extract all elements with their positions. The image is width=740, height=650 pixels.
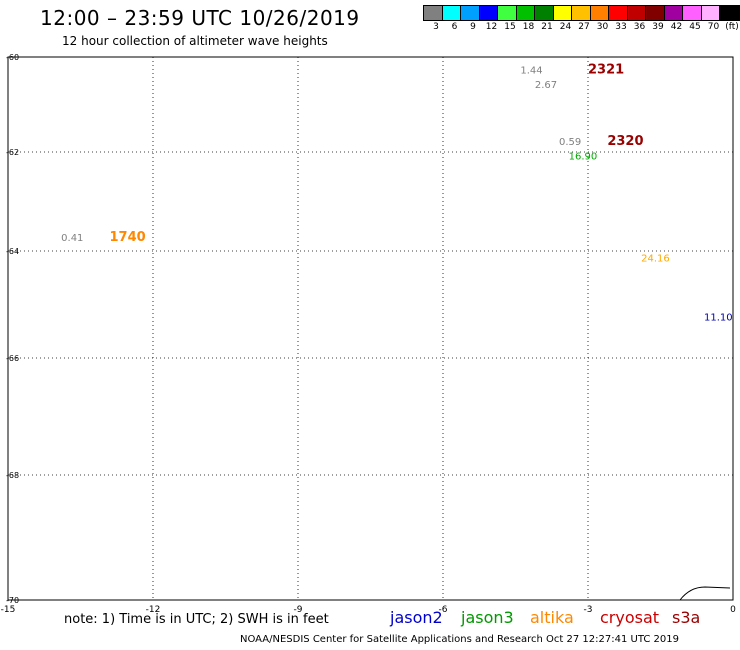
legend-swatch bbox=[590, 6, 609, 20]
satellite-name: cryosat bbox=[600, 608, 660, 627]
wave-height-points: 1.44 2.67 0.59 16.90 0.41 24.16 11.10 2321 2320 1… bbox=[61, 63, 732, 324]
pass-time-label: 2321 bbox=[588, 63, 624, 78]
legend-swatch bbox=[535, 6, 554, 20]
longitude-tick-label: -15 bbox=[1, 605, 16, 615]
longitude-tick-label: -12 bbox=[146, 605, 161, 615]
page-title: 12:00 – 23:59 UTC 10/26/2019 bbox=[40, 6, 360, 30]
longitude-tick-label: 0 bbox=[730, 605, 736, 615]
legend-tick-label: 27 bbox=[578, 22, 590, 32]
map-border bbox=[7, 56, 734, 601]
legend-tick-label: 12 bbox=[485, 22, 498, 32]
legend-swatch bbox=[646, 6, 665, 20]
legend-tick-label: 45 bbox=[689, 22, 701, 32]
longitude-tick-label: -9 bbox=[294, 605, 303, 615]
color-scale-ticks: 3 6 9 12 15 18 21 24 27 30 33 36 39 42 45 70 (ft) bbox=[423, 22, 740, 34]
note-text: note: 1) Time is in UTC; 2) SWH is in fe… bbox=[64, 612, 329, 627]
wave-height-value: 16.90 bbox=[569, 151, 598, 162]
legend-tick-label: 24 bbox=[559, 22, 572, 32]
pass-time-label: 1740 bbox=[110, 230, 146, 245]
legend-tick-label: 15 bbox=[504, 22, 516, 32]
legend-tick-label: 42 bbox=[670, 22, 683, 32]
legend-swatch bbox=[609, 6, 628, 20]
legend-tick-label: 33 bbox=[615, 22, 627, 32]
legend-tick-label: 21 bbox=[541, 22, 553, 32]
legend-tick-label: 30 bbox=[596, 22, 609, 32]
legend-tick-label: 39 bbox=[652, 22, 664, 32]
latitude-tick-label: -66 bbox=[6, 354, 19, 363]
legend-tick-label: 9 bbox=[470, 22, 476, 32]
wave-height-value: 2.67 bbox=[535, 80, 557, 91]
page-subtitle: 12 hour collection of altimeter wave hei… bbox=[62, 34, 328, 48]
color-scale-legend bbox=[423, 5, 740, 21]
satellite-name: jason2 bbox=[390, 608, 443, 627]
wave-height-value: 1.44 bbox=[520, 66, 542, 77]
legend-swatch bbox=[516, 6, 535, 20]
legend-tick-label: 36 bbox=[633, 22, 646, 32]
legend-swatch bbox=[627, 6, 646, 20]
wave-height-value: 11.10 bbox=[704, 313, 733, 324]
longitude-tick-label: -3 bbox=[584, 605, 593, 615]
latitude-tick-label: -68 bbox=[6, 471, 19, 480]
map-grid bbox=[7, 56, 734, 601]
axis-labels: -15 -12 -9 -6 -3 0 -60 -62 -64 -66 -68 -70 bbox=[1, 53, 736, 615]
legend-swatch bbox=[498, 6, 517, 20]
legend-swatch bbox=[479, 6, 498, 20]
latitude-tick-label: -64 bbox=[6, 247, 19, 256]
wave-height-value: 0.59 bbox=[559, 137, 581, 148]
credit-line: NOAA/NESDIS Center for Satellite Applica… bbox=[240, 634, 679, 645]
satellite-name: s3a bbox=[672, 608, 701, 627]
legend-tick-label: 70 bbox=[707, 22, 720, 32]
legend-swatch bbox=[424, 6, 443, 20]
longitude-tick-label: -6 bbox=[439, 605, 448, 615]
satellite-name: altika bbox=[530, 608, 574, 627]
legend-swatch bbox=[461, 6, 480, 20]
latitude-tick-label: -70 bbox=[6, 596, 19, 605]
legend-tick-label: 18 bbox=[522, 22, 535, 32]
legend-swatch bbox=[572, 6, 591, 20]
legend-tick-label: (ft) bbox=[725, 22, 739, 32]
legend-swatch bbox=[442, 6, 461, 20]
legend-swatch bbox=[553, 6, 572, 20]
latitude-tick-label: -60 bbox=[6, 53, 19, 62]
latitude-tick-label: -62 bbox=[6, 148, 19, 157]
wave-height-value: 24.16 bbox=[641, 254, 670, 265]
pass-time-label: 2320 bbox=[607, 134, 643, 149]
satellite-name: jason3 bbox=[461, 608, 514, 627]
legend-tick-label: 3 bbox=[433, 22, 439, 32]
legend-swatch bbox=[720, 6, 739, 20]
legend-swatch bbox=[683, 6, 702, 20]
coastline bbox=[679, 586, 731, 601]
legend-swatch bbox=[664, 6, 683, 20]
wave-height-value: 0.41 bbox=[61, 233, 83, 244]
legend-swatch bbox=[701, 6, 720, 20]
legend-tick-label: 6 bbox=[451, 22, 458, 32]
